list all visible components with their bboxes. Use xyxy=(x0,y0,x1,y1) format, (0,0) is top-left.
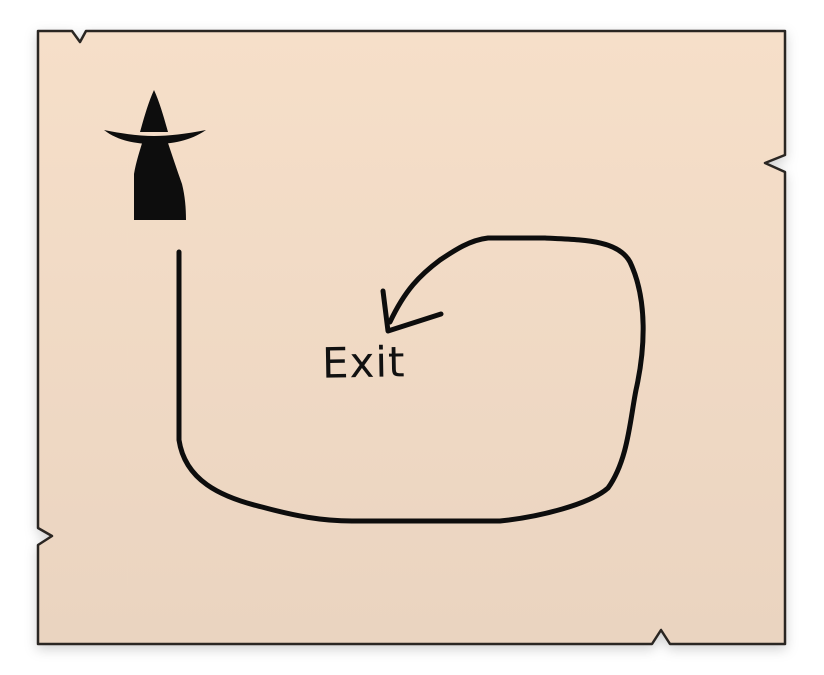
map-paper xyxy=(36,29,787,646)
route-path xyxy=(176,235,646,524)
exit-label: Exit xyxy=(321,337,406,388)
wizard-icon xyxy=(104,90,206,220)
arrowhead-icon xyxy=(380,288,444,334)
